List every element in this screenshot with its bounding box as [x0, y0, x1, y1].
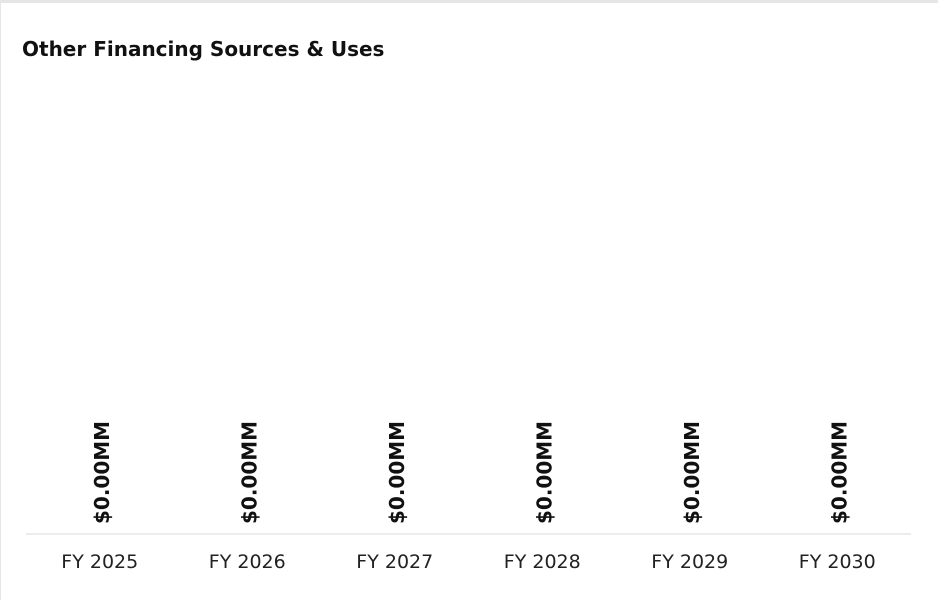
bar-chart: $0.00MM FY 2025 $0.00MM FY 2026 $0.00MM FY 20…: [26, 421, 911, 573]
x-tick-label: FY 2028: [504, 551, 581, 573]
data-label: $0.00MM: [385, 421, 409, 524]
x-tick-label: FY 2027: [356, 551, 433, 573]
data-label: $0.00MM: [532, 421, 556, 524]
data-label: $0.00MM: [90, 421, 114, 524]
data-label: $0.00MM: [237, 421, 261, 524]
chart-marks: $0.00MM FY 2025 $0.00MM FY 2026 $0.00MM FY 20…: [61, 421, 875, 573]
x-tick-label: FY 2026: [209, 551, 286, 573]
data-label: $0.00MM: [680, 421, 704, 524]
chart-title: Other Financing Sources & Uses: [22, 37, 385, 61]
x-tick-label: FY 2030: [799, 551, 876, 573]
x-tick-label: FY 2029: [651, 551, 728, 573]
x-tick-label: FY 2025: [61, 551, 138, 573]
data-label: $0.00MM: [827, 421, 851, 524]
